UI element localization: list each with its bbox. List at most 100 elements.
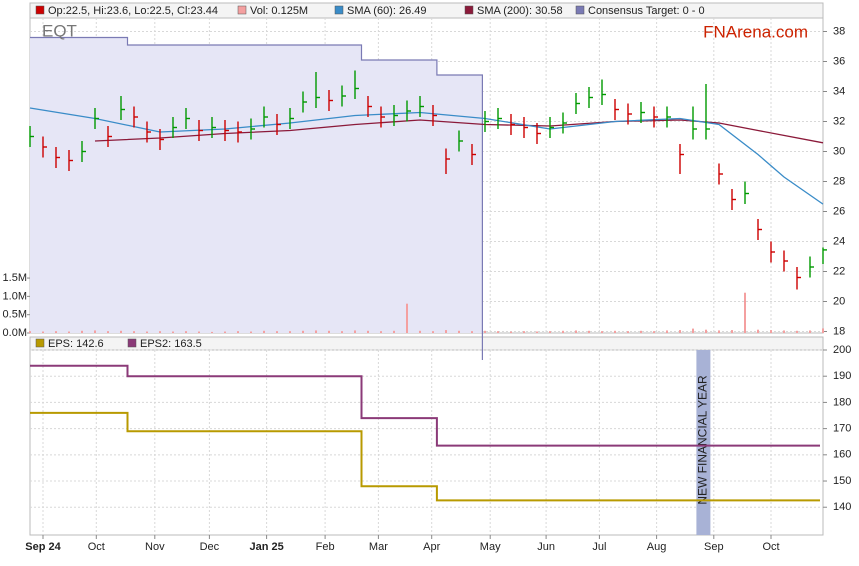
volume-bar bbox=[419, 330, 421, 333]
volume-bar bbox=[770, 330, 772, 333]
price-bar bbox=[354, 70, 359, 99]
volume-bar bbox=[588, 330, 590, 333]
volume-bar bbox=[601, 331, 603, 333]
y-tick-label: 36 bbox=[833, 55, 845, 67]
x-tick-label: Mar bbox=[369, 541, 388, 553]
volume-bar bbox=[783, 330, 785, 333]
price-bar bbox=[172, 117, 177, 138]
x-tick-label: Apr bbox=[423, 541, 440, 553]
volume-bar bbox=[224, 331, 226, 333]
price-bar bbox=[237, 121, 242, 143]
legend-label: EPS2: 163.5 bbox=[140, 338, 202, 350]
marks: Sep 24 Oct Nov Dec Jan 25 Feb Mar Apr May Jun Jul A… bbox=[3, 5, 852, 553]
legend-swatch bbox=[334, 5, 344, 15]
y-tick-label: 32 bbox=[833, 115, 845, 127]
volume-bar bbox=[185, 331, 187, 333]
volume-bar bbox=[458, 330, 460, 333]
volume-bar bbox=[367, 330, 369, 333]
volume-bar bbox=[406, 303, 408, 333]
volume-bar bbox=[237, 331, 239, 333]
price-bar bbox=[536, 123, 541, 144]
y-tick-label: 18 bbox=[833, 325, 845, 337]
y-tick-label: 170 bbox=[833, 423, 851, 435]
volume-bar bbox=[81, 330, 83, 333]
target-area bbox=[30, 37, 483, 333]
price-bar bbox=[549, 117, 554, 138]
price-bar bbox=[81, 141, 86, 162]
volume-bar bbox=[484, 330, 486, 333]
y-tick-label: 190 bbox=[833, 370, 851, 382]
price-bar bbox=[367, 96, 372, 117]
x-tick-label: Oct bbox=[762, 541, 779, 553]
price-bar bbox=[133, 106, 138, 128]
price-bar bbox=[523, 117, 528, 138]
legend-label: Vol: 0.125M bbox=[250, 5, 308, 17]
volume-bar bbox=[445, 330, 447, 333]
price-bar bbox=[744, 181, 749, 204]
volume-bar bbox=[822, 328, 824, 333]
price-bar bbox=[29, 126, 34, 147]
price-bar bbox=[601, 79, 606, 105]
price-bar bbox=[159, 129, 164, 150]
volume-bar bbox=[354, 330, 356, 333]
y2-tick-label: 0.5M bbox=[3, 309, 27, 321]
volume-bar bbox=[692, 328, 694, 333]
volume-bar bbox=[809, 330, 811, 333]
y-tick-label: 160 bbox=[833, 449, 851, 461]
watermark: FNArena.com bbox=[703, 22, 808, 41]
legend-swatch bbox=[464, 5, 474, 15]
price-bar bbox=[614, 99, 619, 120]
legend-label: Consensus Target: 0 - 0 bbox=[588, 5, 705, 17]
eps-line bbox=[30, 411, 820, 502]
price-bar bbox=[250, 118, 255, 140]
volume-bar bbox=[250, 331, 252, 333]
y-tick-label: 20 bbox=[833, 295, 845, 307]
y-tick-label: 38 bbox=[833, 25, 845, 37]
volume-bar bbox=[653, 331, 655, 333]
price-bar bbox=[692, 106, 697, 140]
annotation-text: NEW FINANCIAL YEAR bbox=[696, 375, 710, 505]
price-bar bbox=[679, 144, 684, 174]
volume-bar bbox=[393, 330, 395, 333]
legend-label: SMA (200): 30.58 bbox=[477, 5, 563, 17]
volume-bar bbox=[68, 331, 70, 333]
price-bar bbox=[289, 108, 294, 129]
legend-label: Op:22.5, Hi:23.6, Lo:22.5, Cl:23.44 bbox=[48, 5, 218, 17]
volume-bar bbox=[29, 331, 31, 333]
volume-bar bbox=[796, 330, 798, 333]
x-tick-label: Sep 24 bbox=[25, 541, 61, 553]
eps-panel bbox=[29, 349, 824, 536]
y-tick-label: 24 bbox=[833, 235, 845, 247]
price-bar bbox=[510, 114, 515, 135]
volume-bar bbox=[718, 330, 720, 333]
price-bar bbox=[94, 108, 99, 129]
volume-bar bbox=[497, 331, 499, 333]
volume-bar bbox=[562, 330, 564, 333]
legend-label: SMA (60): 26.49 bbox=[347, 5, 427, 17]
price-bar bbox=[315, 72, 320, 108]
y2-tick-label: 1.5M bbox=[3, 272, 27, 284]
annotation-band bbox=[696, 350, 711, 535]
volume-bar bbox=[731, 330, 733, 333]
price-bar bbox=[562, 112, 567, 134]
volume-bar bbox=[575, 330, 577, 333]
legend-swatch bbox=[127, 338, 137, 348]
x-tick-label: Jan 25 bbox=[249, 541, 283, 553]
price-bar bbox=[718, 163, 723, 185]
price-bar bbox=[796, 267, 801, 290]
volume-bar bbox=[757, 329, 759, 333]
x-tick-label: Jul bbox=[592, 541, 606, 553]
y2-tick-label: 1.0M bbox=[3, 290, 27, 302]
y-tick-label: 150 bbox=[833, 475, 851, 487]
legend-swatch bbox=[35, 338, 45, 348]
price-bar bbox=[419, 96, 424, 117]
volume-bar bbox=[523, 331, 525, 333]
price-bar bbox=[458, 130, 463, 152]
volume-bar bbox=[341, 331, 343, 333]
price-bar bbox=[822, 247, 827, 264]
legend-swatch bbox=[575, 5, 585, 15]
volume-bar bbox=[666, 330, 668, 333]
volume-bar bbox=[263, 330, 265, 333]
volume-bar bbox=[380, 331, 382, 333]
price-bar bbox=[146, 121, 151, 143]
